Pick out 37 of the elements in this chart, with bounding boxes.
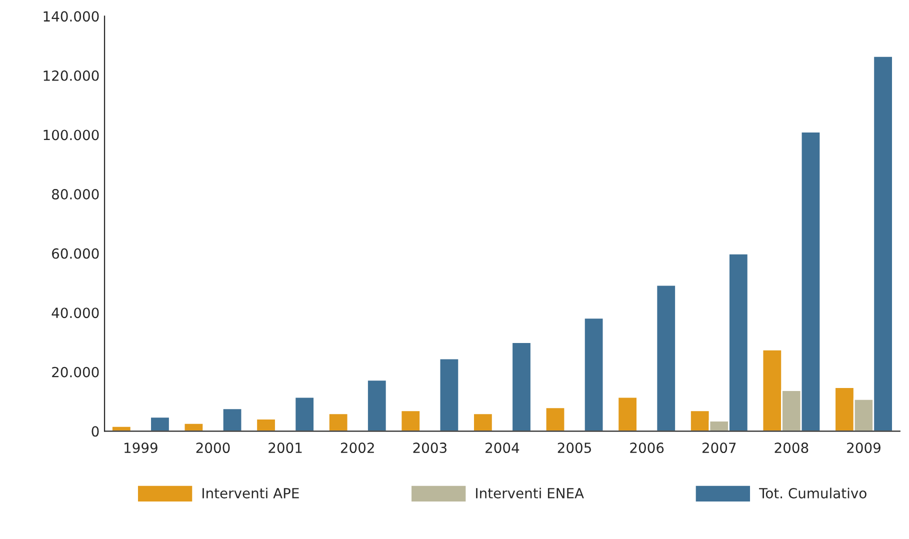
bar bbox=[583, 317, 604, 432]
legend-label: Tot. Cumulativo bbox=[759, 488, 866, 498]
legend-label: Interventi APE bbox=[202, 488, 299, 498]
x-tick-label: 2000 bbox=[196, 442, 230, 454]
x-tick-label: 2009 bbox=[847, 442, 880, 454]
y-tick-label: 20.000 bbox=[52, 366, 99, 378]
y-tick-label: 60.000 bbox=[52, 248, 99, 259]
x-tick-label: 2003 bbox=[413, 442, 446, 454]
x-tick-label: 2008 bbox=[774, 442, 808, 454]
bar bbox=[438, 358, 460, 432]
y-tick-label: 40.000 bbox=[52, 308, 99, 318]
x-tick-label: 2006 bbox=[630, 442, 664, 454]
x-tick-label: 2007 bbox=[702, 442, 736, 454]
bar bbox=[366, 379, 388, 432]
x-tick-label: 2002 bbox=[340, 442, 374, 454]
y-tick-label: 120.000 bbox=[44, 70, 99, 81]
bar bbox=[400, 410, 421, 432]
bar bbox=[617, 396, 638, 432]
bar bbox=[256, 418, 276, 432]
bar bbox=[656, 284, 676, 432]
bar bbox=[472, 412, 494, 432]
bar bbox=[511, 342, 532, 432]
x-tick-label: 2005 bbox=[558, 442, 591, 454]
bar bbox=[222, 408, 243, 432]
y-tick-label: 100.000 bbox=[44, 130, 99, 140]
y-tick-label: 140.000 bbox=[44, 11, 99, 22]
y-tick-label: 80.000 bbox=[52, 189, 99, 200]
bar bbox=[328, 412, 349, 432]
bar bbox=[183, 422, 204, 432]
x-tick-label: 2004 bbox=[486, 442, 520, 454]
bar bbox=[544, 406, 566, 432]
bar bbox=[294, 396, 315, 432]
x-tick-label: 1999 bbox=[124, 442, 158, 454]
legend-label: Interventi ENEA bbox=[476, 488, 584, 498]
x-tick-label: 2001 bbox=[268, 442, 302, 454]
y-tick-label: 0 bbox=[92, 426, 99, 437]
bar bbox=[150, 416, 170, 432]
